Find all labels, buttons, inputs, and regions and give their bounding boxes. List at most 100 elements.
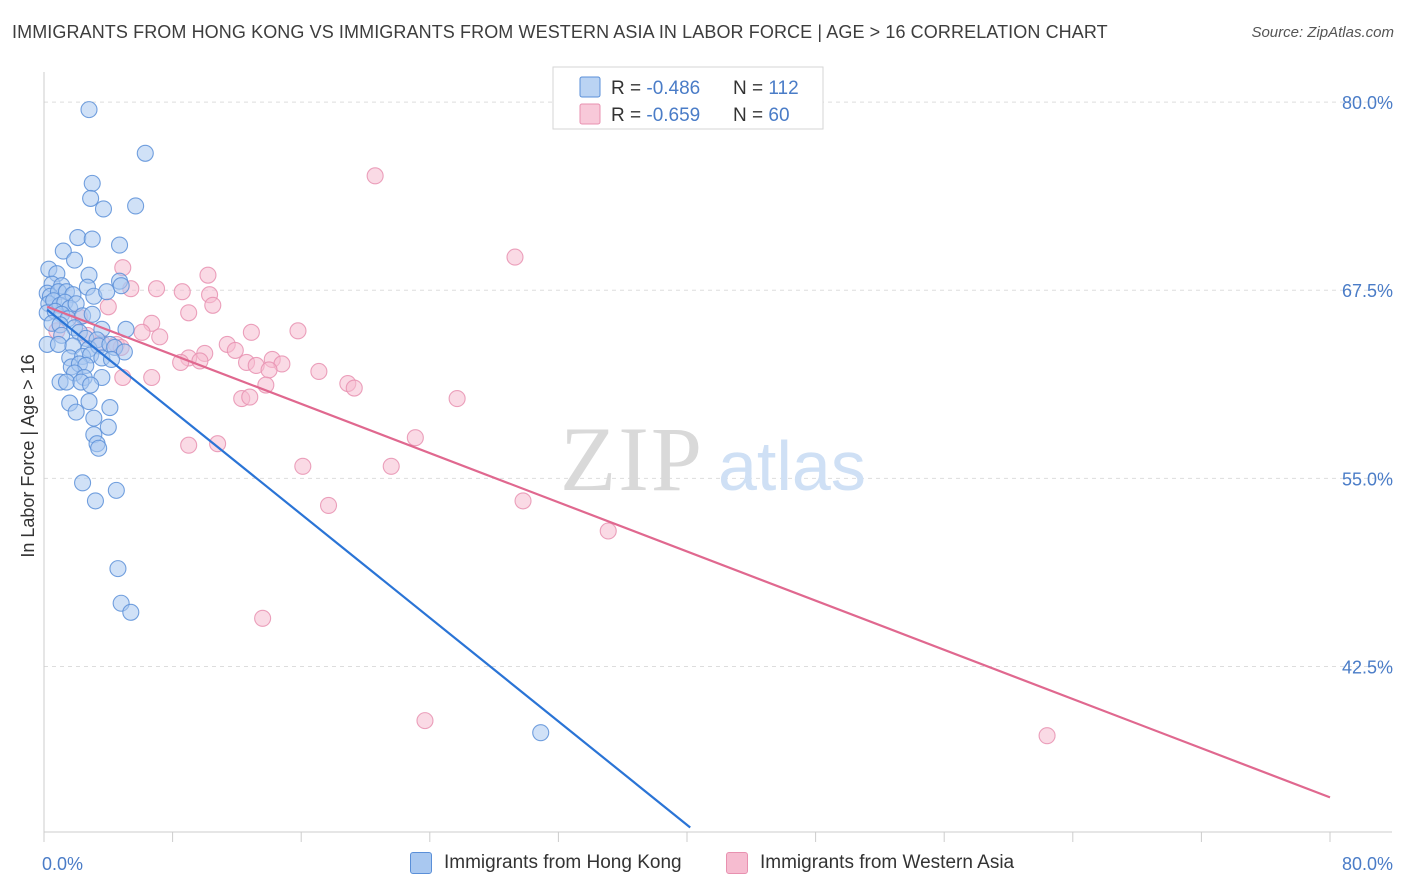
point-hong-kong	[67, 403, 85, 421]
y-axis-label: In Labor Force | Age > 16	[18, 354, 38, 557]
stats-swatch-hong-kong	[579, 76, 601, 98]
point-western-asia	[180, 436, 198, 454]
point-hong-kong	[80, 101, 98, 119]
point-western-asia	[345, 379, 363, 397]
stats-entry-hong-kong: R = -0.486 N = 112	[611, 78, 799, 99]
point-western-asia	[99, 298, 117, 316]
point-hong-kong	[94, 200, 113, 218]
point-western-asia	[366, 167, 384, 185]
point-hong-kong	[127, 197, 145, 215]
source-credit: Source: ZipAtlas.com	[1251, 24, 1394, 41]
r-label: R =	[611, 105, 646, 126]
stats-legend: R = -0.486 N = 112 R = -0.659 N = 60	[552, 66, 824, 130]
series-legend: Immigrants from Hong Kong Immigrants fro…	[0, 852, 1406, 878]
point-hong-kong	[109, 560, 127, 578]
point-western-asia	[319, 496, 338, 514]
point-western-asia	[226, 341, 244, 359]
watermark-zip: ZIP	[560, 408, 704, 510]
grid-lines	[44, 101, 1392, 667]
point-western-asia	[199, 266, 217, 284]
point-hong-kong	[111, 236, 129, 254]
point-western-asia	[506, 248, 524, 266]
point-western-asia	[310, 362, 328, 381]
point-western-asia	[406, 429, 424, 447]
point-hong-kong	[122, 603, 140, 621]
watermark-atlas: atlas	[718, 427, 866, 505]
x-tick-label: 80.0%	[1342, 854, 1393, 874]
legend-label-hong-kong: Immigrants from Hong Kong	[444, 852, 682, 873]
r-value: -0.659	[646, 105, 700, 126]
point-hong-kong	[90, 439, 108, 457]
data-points	[38, 101, 1056, 745]
point-western-asia	[173, 283, 191, 301]
point-hong-kong	[80, 393, 98, 411]
point-hong-kong	[74, 474, 92, 492]
point-western-asia	[180, 304, 198, 322]
x-tick-label: 0.0%	[42, 854, 83, 874]
point-hong-kong	[65, 251, 84, 269]
legend-item-western-asia: Immigrants from Western Asia	[726, 852, 1014, 874]
point-hong-kong	[101, 399, 119, 417]
n-label: N =	[733, 105, 768, 126]
point-western-asia	[147, 280, 166, 298]
point-western-asia	[133, 323, 151, 341]
y-tick-label: 42.5%	[1342, 657, 1393, 677]
point-hong-kong	[98, 283, 116, 301]
point-western-asia	[289, 322, 307, 340]
point-hong-kong	[82, 376, 100, 394]
point-hong-kong	[49, 335, 68, 353]
legend-swatch-western-asia	[726, 852, 748, 874]
point-western-asia	[514, 492, 532, 510]
point-western-asia	[241, 388, 259, 406]
chart-title: IMMIGRANTS FROM HONG KONG VS IMMIGRANTS …	[12, 22, 1108, 42]
y-tick-label: 80.0%	[1342, 93, 1393, 113]
point-western-asia	[151, 328, 169, 346]
stats-swatch-western-asia	[579, 103, 601, 125]
trend-line-western-asia	[46, 305, 1331, 799]
axes	[43, 72, 1392, 842]
point-hong-kong	[83, 174, 101, 192]
point-hong-kong	[532, 724, 550, 742]
point-western-asia	[382, 457, 400, 475]
y-tick-label: 55.0%	[1342, 469, 1393, 489]
point-hong-kong	[83, 305, 101, 323]
point-western-asia	[143, 368, 161, 387]
r-label: R =	[611, 78, 646, 99]
legend-item-hong-kong: Immigrants from Hong Kong	[410, 852, 682, 874]
point-hong-kong	[83, 230, 101, 248]
point-western-asia	[294, 457, 312, 475]
point-hong-kong	[136, 144, 154, 162]
point-western-asia	[254, 609, 272, 627]
trend-lines	[46, 305, 1331, 829]
point-hong-kong	[82, 189, 100, 207]
legend-swatch-hong-kong	[410, 852, 432, 874]
point-hong-kong	[54, 242, 72, 260]
point-western-asia	[204, 296, 222, 314]
watermark: ZIP atlas	[560, 408, 866, 510]
tick-labels: 80.0% 67.5% 55.0% 42.5% 0.0% 80.0%	[42, 93, 1393, 874]
trend-line-hong-kong	[46, 308, 691, 829]
point-western-asia	[260, 361, 278, 379]
n-value: 112	[768, 78, 798, 99]
point-western-asia	[1038, 727, 1056, 745]
point-hong-kong	[99, 418, 117, 436]
n-value: 60	[768, 105, 789, 126]
point-hong-kong	[107, 481, 125, 499]
r-value: -0.486	[646, 78, 700, 99]
legend-label-western-asia: Immigrants from Western Asia	[760, 852, 1015, 873]
point-hong-kong	[115, 343, 133, 361]
point-hong-kong	[112, 277, 130, 295]
n-label: N =	[733, 78, 768, 99]
point-hong-kong	[85, 409, 103, 427]
stats-entry-western-asia: R = -0.659 N = 60	[611, 105, 790, 126]
point-western-asia	[209, 435, 227, 453]
point-western-asia	[416, 712, 434, 730]
point-hong-kong	[57, 373, 76, 391]
y-tick-label: 67.5%	[1342, 281, 1393, 301]
point-western-asia	[242, 323, 260, 341]
point-hong-kong	[69, 228, 87, 247]
point-western-asia	[599, 522, 617, 540]
point-hong-kong	[86, 492, 104, 510]
point-western-asia	[448, 390, 466, 408]
